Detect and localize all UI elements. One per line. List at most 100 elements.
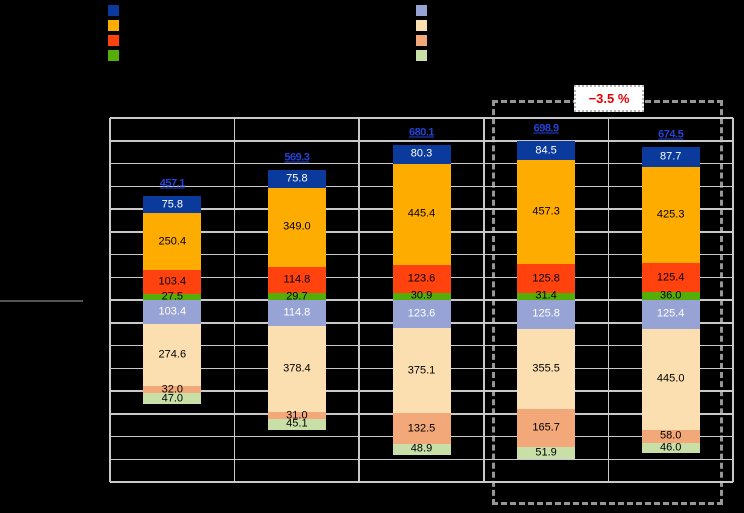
- bar-segment-dark-blue: [143, 196, 202, 214]
- bar-segment-label: 80.3: [410, 147, 433, 160]
- bar-segment-label: 36.0: [659, 289, 682, 302]
- legend-swatch-salmon: [416, 35, 427, 46]
- bar-segment-label: 125.8: [532, 307, 560, 320]
- bar-segment-orange: [517, 160, 576, 265]
- bar-segment-peach: [143, 323, 202, 386]
- delta-annotation-label: −3.5 %: [588, 91, 630, 106]
- bar-segment-label: 103.4: [158, 275, 187, 288]
- bar-segment-label: 32.0: [161, 383, 184, 396]
- bar-segment-label: 457.3: [532, 205, 560, 218]
- bar-segment-light-green: [517, 447, 576, 459]
- bar-segment-peach: [517, 328, 576, 410]
- bar-segment-label: 165.7: [532, 421, 560, 434]
- bar-segment-salmon: [392, 413, 451, 444]
- bar-segment-dark-blue: [267, 170, 326, 188]
- bar-segment-label: 445.4: [407, 207, 436, 220]
- bar-segment-label: 45.1: [286, 417, 308, 430]
- bar-segment-green: [641, 291, 700, 300]
- bar-segment-label: 27.5: [161, 290, 184, 303]
- bar-total-label: 457.1: [159, 177, 186, 190]
- bar-total-label: 674.5: [658, 128, 684, 141]
- y-gridline: [110, 481, 733, 483]
- bar-segment-orange: [143, 213, 202, 271]
- bar-segment-label: 445.0: [656, 372, 685, 385]
- bar-segment-dark-blue: [517, 140, 576, 161]
- bar-segment-salmon: [267, 412, 326, 420]
- bar-segment-orange: [392, 163, 451, 265]
- bar-segment-label: 51.9: [535, 446, 557, 459]
- bar-segment-dark-blue: [392, 145, 451, 164]
- legend-swatch-orange: [108, 20, 119, 31]
- bar-segment-red-orange: [517, 264, 576, 293]
- bar-segment-label: 250.4: [158, 235, 187, 248]
- y-gridline: [110, 140, 733, 142]
- x-column-separator: [483, 118, 485, 482]
- bar-segment-red-orange: [143, 270, 202, 294]
- bar-segment-green: [517, 292, 576, 300]
- bar-segment-label: 378.4: [283, 362, 311, 375]
- bar-segment-label: 58.0: [659, 429, 682, 442]
- bar-segment-label: 87.7: [659, 150, 682, 163]
- bar-segment-label: 75.8: [161, 198, 184, 211]
- legend-swatch-lavender: [416, 5, 427, 16]
- bar-segment-red-orange: [392, 264, 451, 293]
- legend-swatch-green: [108, 50, 119, 61]
- bar-segment-light-green: [641, 442, 700, 454]
- bar-segment-label: 349.0: [283, 220, 311, 233]
- x-column-separator: [233, 118, 236, 482]
- bar-segment-salmon: [641, 429, 700, 443]
- bar-segment-red-orange: [641, 263, 700, 292]
- bar-segment-orange: [267, 187, 326, 268]
- bar-total-label: 680.1: [408, 126, 435, 139]
- y-gridline: [110, 117, 733, 119]
- bar-segment-dark-blue: [641, 146, 700, 167]
- bar-segment-label: 355.5: [532, 362, 560, 375]
- bar-segment-lavender: [267, 300, 326, 327]
- bar-segment-label: 123.6: [407, 307, 436, 320]
- bar-segment-light-green: [392, 443, 451, 455]
- bar-segment-lavender: [641, 300, 700, 329]
- bar-segment-green: [267, 293, 326, 300]
- bar-segment-label: 103.4: [158, 305, 187, 318]
- y-gridline: [110, 458, 733, 460]
- legend-swatch-light-green: [416, 50, 427, 61]
- bar-segment-label: 425.3: [656, 208, 685, 221]
- bar-segment-label: 125.4: [656, 307, 685, 320]
- bar-segment-salmon: [517, 409, 576, 448]
- bar-segment-label: 375.1: [407, 364, 436, 377]
- bar-segment-peach: [392, 328, 451, 414]
- bar-total-label: 569.3: [284, 151, 310, 164]
- bar-segment-label: 84.5: [535, 144, 557, 157]
- bar-segment-label: 29.7: [286, 290, 308, 303]
- bar-segment-label: 123.6: [407, 272, 436, 285]
- x-column-separator: [607, 118, 610, 482]
- bar-segment-lavender: [517, 300, 576, 329]
- bar-segment-salmon: [143, 385, 202, 394]
- legend-swatch-peach: [416, 20, 427, 31]
- bar-segment-light-green: [143, 393, 202, 404]
- bar-segment-label: 47.0: [161, 392, 184, 405]
- bar-segment-label: 125.4: [656, 271, 685, 284]
- x-column-separator: [358, 118, 360, 482]
- bar-segment-label: 48.9: [410, 442, 433, 455]
- bar-segment-lavender: [143, 300, 202, 324]
- bar-segment-green: [392, 292, 451, 300]
- bar-segment-light-green: [267, 419, 326, 430]
- x-column-separator: [732, 118, 734, 482]
- bar-segment-lavender: [392, 300, 451, 329]
- bar-segment-label: 31.0: [286, 409, 308, 422]
- bar-segment-label: 114.8: [283, 306, 311, 319]
- bar-segment-peach: [641, 328, 700, 430]
- legend-swatch-dark-blue: [108, 5, 119, 16]
- x-column-separator: [109, 118, 111, 482]
- bar-segment-label: 46.0: [659, 441, 682, 454]
- bar-segment-red-orange: [267, 267, 326, 294]
- bar-segment-green: [143, 293, 202, 300]
- bar-segment-label: 31.4: [535, 289, 557, 302]
- bar-segment-label: 114.8: [283, 273, 311, 286]
- delta-annotation: −3.5 %: [574, 85, 644, 112]
- bar-segment-label: 125.8: [532, 272, 560, 285]
- bar-segment-label: 132.5: [407, 422, 436, 435]
- bar-total-label: 698.9: [533, 122, 560, 135]
